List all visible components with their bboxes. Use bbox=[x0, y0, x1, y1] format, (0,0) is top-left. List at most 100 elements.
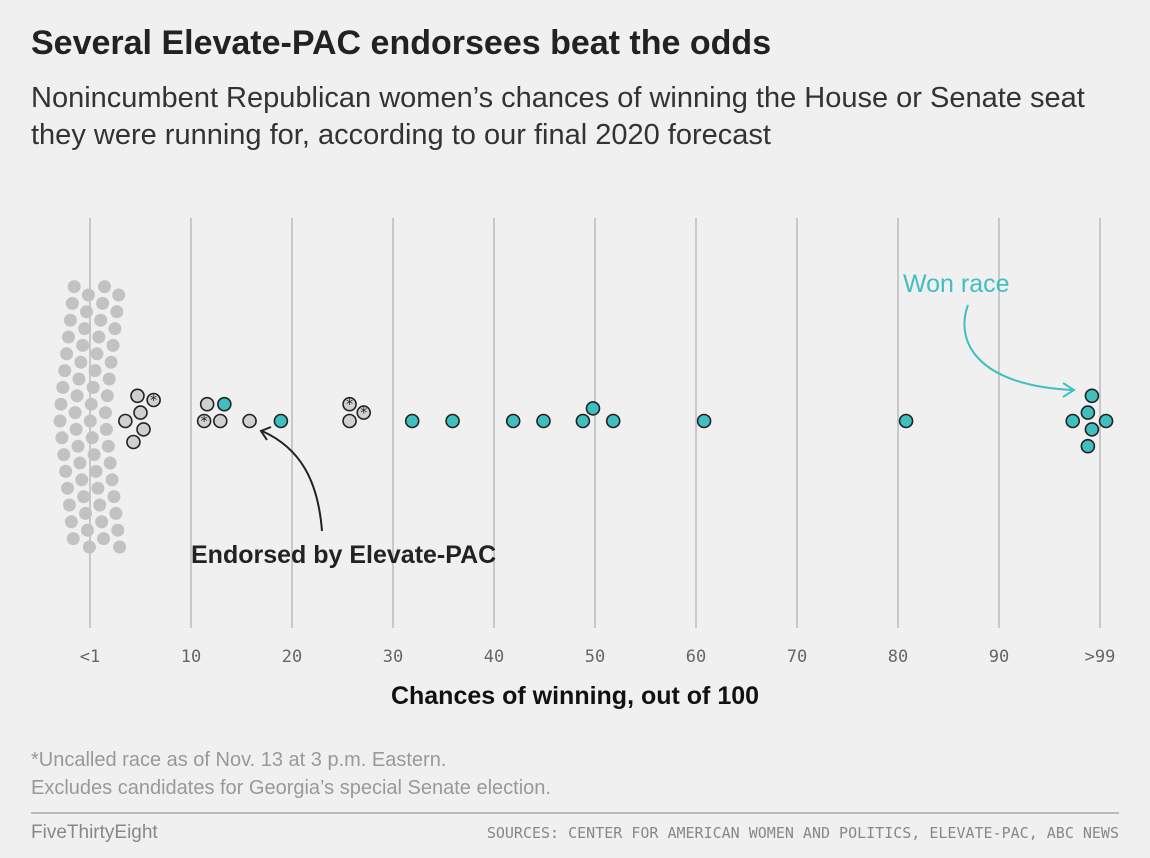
not-endorsed-dot bbox=[93, 498, 107, 512]
won-dot bbox=[445, 413, 460, 429]
won-dot bbox=[585, 401, 601, 416]
x-tick-label: 60 bbox=[686, 647, 706, 667]
not-endorsed-dot bbox=[71, 439, 85, 453]
not-endorsed-dot bbox=[90, 347, 104, 361]
not-endorsed-dot bbox=[107, 490, 121, 504]
not-endorsed-dot bbox=[106, 338, 120, 352]
not-endorsed-dot bbox=[89, 464, 103, 478]
not-endorsed-dot bbox=[69, 422, 83, 436]
won-dot bbox=[505, 413, 521, 429]
not-endorsed-dot bbox=[61, 481, 75, 495]
not-endorsed-dot bbox=[82, 540, 96, 554]
not-endorsed-dot bbox=[62, 330, 76, 344]
won-dot bbox=[1080, 438, 1096, 454]
uncalled-endorsed-dot: * bbox=[196, 413, 212, 430]
not-endorsed-dot bbox=[64, 515, 78, 529]
won-dot bbox=[536, 413, 551, 429]
uncalled-endorsed-dot: * bbox=[146, 392, 161, 409]
not-endorsed-dot bbox=[102, 372, 116, 386]
svg-text:*: * bbox=[346, 397, 353, 413]
footnote-uncalled: *Uncalled race as of Nov. 13 at 3 p.m. E… bbox=[31, 749, 447, 771]
endorsed-dot bbox=[133, 405, 148, 420]
won-dot bbox=[605, 413, 621, 429]
not-endorsed-dot bbox=[111, 523, 125, 537]
x-tick-label: 50 bbox=[585, 647, 605, 667]
chart-subtitle: Nonincumbent Republican women’s chances … bbox=[31, 82, 1085, 151]
footnote-excludes: Excludes candidates for Georgia’s specia… bbox=[31, 777, 551, 799]
not-endorsed-dot bbox=[75, 473, 89, 487]
not-endorsed-dot bbox=[88, 364, 102, 378]
not-endorsed-dot bbox=[97, 532, 111, 546]
not-endorsed-dot bbox=[112, 288, 126, 302]
not-endorsed-dot bbox=[58, 364, 72, 378]
not-endorsed-dot bbox=[54, 397, 68, 411]
won-dot bbox=[1065, 413, 1081, 429]
won-dot bbox=[217, 396, 232, 412]
not-endorsed-dot bbox=[76, 338, 90, 352]
beeswarm-chart: <1 10 20 30 40 50 60 70 80 90 >99 * * * * Endorsed by… bbox=[53, 218, 1116, 667]
not-endorsed-dot bbox=[72, 372, 86, 386]
endorsed-arrow bbox=[261, 430, 323, 532]
endorsed-label: Endorsed by Elevate-PAC bbox=[191, 541, 496, 569]
not-endorsed-dot bbox=[104, 355, 118, 369]
not-endorsed-dot bbox=[109, 506, 123, 520]
not-endorsed-dot bbox=[98, 406, 112, 420]
svg-text:*: * bbox=[150, 393, 157, 409]
x-tick-label: 90 bbox=[989, 647, 1009, 667]
not-endorsed-dot bbox=[100, 389, 114, 403]
endorsed-dot bbox=[199, 396, 215, 412]
not-endorsed-dot bbox=[80, 523, 94, 537]
won-dot bbox=[1084, 422, 1100, 437]
not-endorsed-dot bbox=[53, 414, 67, 428]
svg-text:*: * bbox=[201, 414, 208, 430]
won-dot bbox=[1080, 405, 1096, 420]
chart-title: Several Elevate-PAC endorsees beat the o… bbox=[31, 24, 772, 62]
x-tick-label: 30 bbox=[383, 647, 403, 667]
not-endorsed-dot bbox=[95, 515, 109, 529]
not-endorsed-dot bbox=[113, 540, 127, 554]
not-endorsed-dot bbox=[86, 380, 100, 394]
not-endorsed-dot bbox=[77, 490, 91, 504]
x-tick-label: 20 bbox=[282, 647, 302, 667]
not-endorsed-dot bbox=[108, 322, 122, 336]
brand-logo-text: FiveThirtyEight bbox=[31, 822, 158, 843]
won-arrow bbox=[963, 304, 1073, 391]
not-endorsed-dot bbox=[83, 414, 97, 428]
endorsed-dot bbox=[342, 413, 357, 429]
won-dot bbox=[404, 413, 420, 429]
x-axis-ticks: <1 10 20 30 40 50 60 70 80 90 >99 bbox=[80, 647, 1116, 667]
x-tick-label: <1 bbox=[80, 647, 100, 667]
not-endorsed-dot bbox=[80, 305, 94, 319]
not-endorsed-dot bbox=[67, 280, 81, 294]
not-endorsed-dot bbox=[55, 431, 69, 445]
not-endorsed-dot bbox=[57, 448, 71, 462]
won-dot bbox=[696, 413, 712, 429]
not-endorsed-dot bbox=[81, 288, 95, 302]
won-dot bbox=[1098, 413, 1114, 429]
x-axis-title: Chances of winning, out of 100 bbox=[390, 682, 760, 710]
endorsed-dot bbox=[136, 422, 151, 437]
not-endorsed-dot bbox=[91, 481, 105, 495]
x-tick-label: 40 bbox=[484, 647, 504, 667]
endorsed-dot bbox=[212, 413, 228, 429]
not-endorsed-dot bbox=[101, 439, 115, 453]
not-endorsed-dot bbox=[78, 322, 92, 336]
not-endorsed-dot bbox=[70, 389, 84, 403]
x-tick-label: 80 bbox=[888, 647, 908, 667]
not-endorsed-dot bbox=[59, 464, 73, 478]
x-tick-label: 70 bbox=[787, 647, 807, 667]
won-dot bbox=[273, 413, 289, 429]
endorsed-arrowhead bbox=[259, 426, 272, 441]
not-endorsed-dot bbox=[68, 406, 82, 420]
not-endorsed-dot bbox=[92, 330, 106, 344]
not-endorsed-dot bbox=[79, 506, 93, 520]
not-endorsed-dot bbox=[110, 305, 124, 319]
annotations: Endorsed by Elevate-PAC Won race bbox=[191, 270, 1076, 569]
not-endorsed-dot bbox=[62, 498, 76, 512]
won-label: Won race bbox=[903, 270, 1010, 298]
won-dot bbox=[898, 413, 914, 429]
endorsed-dot bbox=[126, 434, 141, 450]
uncalled-endorsed-dot: * bbox=[356, 405, 372, 422]
not-endorsed-dot bbox=[99, 422, 113, 436]
won-dot bbox=[575, 413, 591, 429]
